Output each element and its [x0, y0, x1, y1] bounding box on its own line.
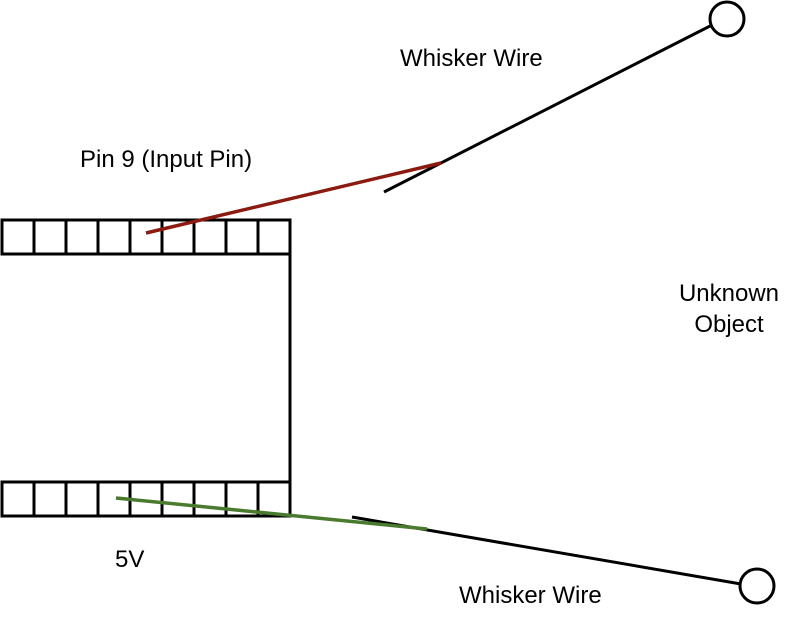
- input-pin-wire: [145, 161, 442, 235]
- power-5v-wire: [115, 496, 428, 531]
- unknown-object-label-line2: Object: [694, 311, 764, 338]
- top-header-outline: [0, 218, 292, 256]
- top-pin-header: [0, 218, 292, 256]
- whisker-tip-top: [708, 0, 746, 38]
- whisker-tip-bottom: [738, 567, 776, 605]
- unknown-object-label-line1: Unknown: [678, 280, 780, 307]
- whisker-wire-bottom-label: Whisker Wire: [459, 582, 602, 609]
- input-pin-label: Pin 9 (Input Pin): [80, 146, 253, 173]
- power-5v-label: 5V: [115, 546, 145, 573]
- whisker-wire-top-label: Whisker Wire: [400, 45, 543, 72]
